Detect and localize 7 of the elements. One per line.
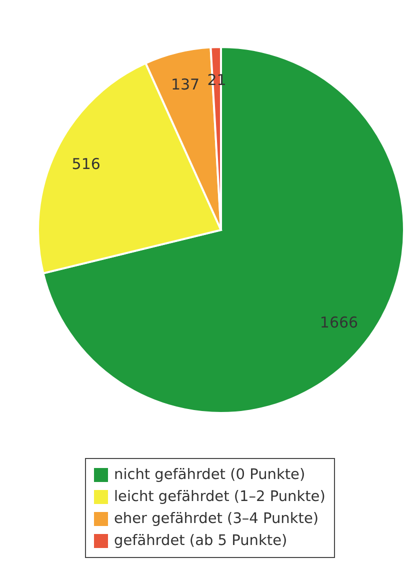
legend-label: gefährdet (ab 5 Punkte) bbox=[114, 533, 288, 549]
data-label: 1666 bbox=[320, 314, 358, 332]
data-label: 137 bbox=[170, 75, 200, 94]
legend-label: eher gefährdet (3–4 Punkte) bbox=[114, 511, 319, 527]
legend-label: nicht gefährdet (0 Punkte) bbox=[114, 467, 306, 483]
data-label: 516 bbox=[72, 155, 100, 174]
legend-label: leicht gefährdet (1–2 Punkte) bbox=[114, 489, 326, 505]
